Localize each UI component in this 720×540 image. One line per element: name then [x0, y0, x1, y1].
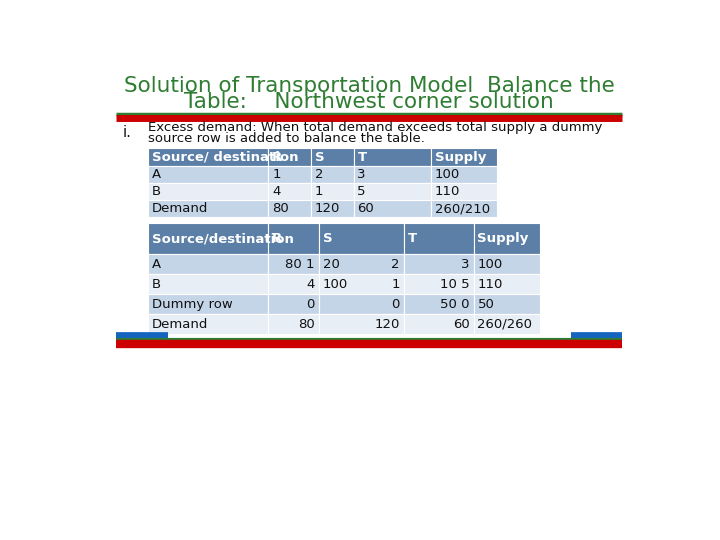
Text: 80: 80 — [272, 202, 289, 215]
Bar — [269, 254, 319, 274]
Bar — [354, 200, 431, 217]
Text: 1: 1 — [272, 168, 281, 181]
Text: 0: 0 — [392, 298, 400, 310]
Bar — [148, 200, 269, 217]
Bar — [148, 184, 269, 200]
Text: 80 1: 80 1 — [285, 258, 315, 271]
Bar — [474, 314, 539, 334]
Bar — [269, 294, 319, 314]
Text: 10 5: 10 5 — [440, 278, 469, 291]
Bar — [404, 224, 474, 254]
Text: 50: 50 — [477, 298, 495, 310]
Text: source row is added to balance the table.: source row is added to balance the table… — [148, 132, 425, 145]
Bar — [269, 148, 311, 166]
Text: 60: 60 — [453, 318, 469, 331]
Text: S: S — [323, 232, 332, 245]
Bar — [148, 148, 269, 166]
Text: R: R — [272, 151, 282, 164]
Text: Demand: Demand — [152, 318, 208, 331]
Bar — [474, 254, 539, 274]
Bar — [404, 274, 474, 294]
Text: S: S — [315, 151, 325, 164]
Text: 100: 100 — [435, 168, 460, 181]
Bar — [269, 314, 319, 334]
Bar — [148, 166, 269, 184]
Bar — [404, 314, 474, 334]
Text: 1: 1 — [392, 278, 400, 291]
Text: T: T — [357, 151, 366, 164]
Bar — [474, 294, 539, 314]
Text: Source/ destination: Source/ destination — [152, 151, 299, 164]
Bar — [474, 274, 539, 294]
Text: 4: 4 — [272, 185, 281, 198]
Text: 4: 4 — [307, 278, 315, 291]
Text: Dummy row: Dummy row — [152, 298, 233, 310]
Text: T: T — [408, 232, 417, 245]
Text: 100: 100 — [477, 258, 503, 271]
Bar — [269, 166, 311, 184]
Text: Demand: Demand — [152, 202, 208, 215]
Text: Solution of Transportation Model  Balance the: Solution of Transportation Model Balance… — [124, 76, 614, 96]
Bar — [474, 224, 539, 254]
Text: 120: 120 — [315, 202, 340, 215]
Bar — [354, 148, 431, 166]
Bar — [319, 274, 404, 294]
Text: 1: 1 — [315, 185, 323, 198]
Text: 5: 5 — [357, 185, 366, 198]
Text: Table:    Northwest corner solution: Table: Northwest corner solution — [184, 92, 554, 112]
Bar — [319, 224, 404, 254]
Text: Excess demand: When total demand exceeds total supply a dummy: Excess demand: When total demand exceeds… — [148, 122, 603, 134]
Bar — [311, 184, 354, 200]
Bar — [404, 294, 474, 314]
Bar — [319, 254, 404, 274]
Text: 60: 60 — [357, 202, 374, 215]
Bar — [269, 274, 319, 294]
Text: Source/destination: Source/destination — [152, 232, 294, 245]
Text: A: A — [152, 258, 161, 271]
Bar — [269, 224, 319, 254]
Text: 2: 2 — [392, 258, 400, 271]
Text: 110: 110 — [435, 185, 460, 198]
Text: 260/260: 260/260 — [477, 318, 533, 331]
Bar — [269, 184, 311, 200]
Text: 3: 3 — [462, 258, 469, 271]
Bar — [354, 184, 431, 200]
Text: 2: 2 — [315, 168, 323, 181]
Bar — [269, 200, 311, 217]
Text: B: B — [152, 185, 161, 198]
Bar — [311, 200, 354, 217]
Text: 260/210: 260/210 — [435, 202, 490, 215]
Text: 80: 80 — [298, 318, 315, 331]
Text: 3: 3 — [357, 168, 366, 181]
Text: 0: 0 — [307, 298, 315, 310]
Bar — [148, 254, 269, 274]
Text: Supply: Supply — [435, 151, 486, 164]
Text: B: B — [152, 278, 161, 291]
Bar — [431, 166, 497, 184]
Text: A: A — [152, 168, 161, 181]
Text: 50 0: 50 0 — [440, 298, 469, 310]
Text: 100: 100 — [323, 278, 348, 291]
Bar — [148, 294, 269, 314]
Bar — [311, 148, 354, 166]
Bar — [319, 294, 404, 314]
Text: Supply: Supply — [477, 232, 529, 245]
Text: 110: 110 — [477, 278, 503, 291]
Text: i.: i. — [122, 125, 132, 140]
Bar — [148, 224, 269, 254]
Bar — [431, 200, 497, 217]
Text: R: R — [272, 232, 282, 245]
Bar — [148, 314, 269, 334]
Bar — [404, 254, 474, 274]
Bar — [431, 184, 497, 200]
Bar — [148, 274, 269, 294]
Bar — [354, 166, 431, 184]
Text: 120: 120 — [374, 318, 400, 331]
Text: 20: 20 — [323, 258, 339, 271]
Bar — [311, 166, 354, 184]
Bar — [431, 148, 497, 166]
Bar — [319, 314, 404, 334]
